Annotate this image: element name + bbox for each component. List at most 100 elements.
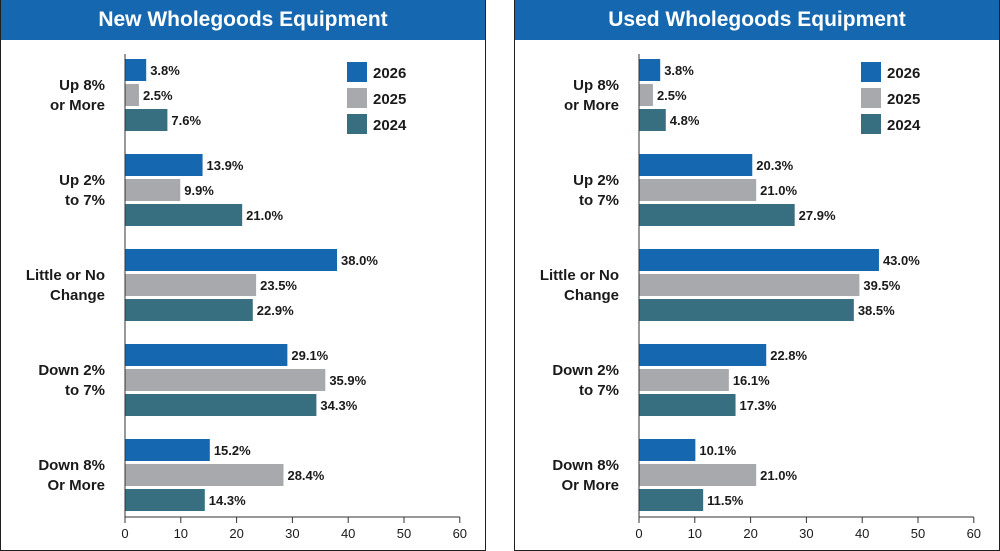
- x-tick-label: 0: [635, 526, 642, 541]
- data-label: 3.8%: [664, 63, 694, 78]
- category-label: Down 8% Or More: [552, 457, 619, 494]
- bar-2025: [639, 179, 757, 201]
- data-label: 22.8%: [770, 348, 807, 363]
- x-tick-label: 10: [174, 526, 188, 541]
- data-label: 11.5%: [707, 493, 744, 508]
- bar-2026: [125, 59, 147, 81]
- legend-label: 2024: [373, 117, 407, 134]
- category-label: Down 2% to 7%: [552, 362, 619, 399]
- bar-2024: [125, 204, 243, 226]
- bar-2024: [639, 299, 854, 321]
- new-equipment-panel: New Wholegoods Equipment 3.8% 2.5% 7.6% Up …: [0, 0, 486, 551]
- legend-label: 2024: [887, 117, 921, 134]
- bar-2024: [639, 394, 736, 416]
- data-label: 39.5%: [863, 278, 900, 293]
- data-label: 21.0%: [760, 183, 797, 198]
- x-tick-label: 60: [453, 526, 467, 541]
- data-label: 2.5%: [143, 88, 173, 103]
- legend-swatch-2025: [861, 88, 881, 108]
- data-label: 34.3%: [320, 398, 357, 413]
- x-tick-label: 50: [397, 526, 411, 541]
- data-label: 35.9%: [329, 373, 366, 388]
- bar-2026: [639, 154, 753, 176]
- bar-2025: [639, 464, 757, 486]
- bar-2025: [125, 369, 326, 391]
- bar-2026: [639, 344, 767, 366]
- data-label: 9.9%: [184, 183, 214, 198]
- bar-2025: [125, 84, 139, 106]
- bar-2026: [125, 154, 203, 176]
- data-label: 13.9%: [207, 158, 244, 173]
- data-label: 10.1%: [699, 443, 736, 458]
- data-label: 20.3%: [756, 158, 793, 173]
- used-equipment-panel: Used Wholegoods Equipment 3.8% 2.5% 4.8% Up…: [514, 0, 1000, 551]
- bar-2026: [125, 344, 288, 366]
- bar-2024: [125, 109, 168, 131]
- category-label: Down 8% Or More: [38, 457, 105, 494]
- x-tick-label: 40: [341, 526, 355, 541]
- bar-2024: [639, 204, 795, 226]
- x-tick-label: 0: [121, 526, 128, 541]
- data-label: 43.0%: [883, 253, 920, 268]
- data-label: 29.1%: [291, 348, 328, 363]
- legend-swatch-2024: [861, 114, 881, 134]
- bar-2026: [639, 249, 879, 271]
- data-label: 23.5%: [260, 278, 297, 293]
- data-label: 27.9%: [799, 208, 836, 223]
- bar-2024: [639, 109, 666, 131]
- x-tick-label: 60: [967, 526, 981, 541]
- bar-2025: [125, 274, 257, 296]
- data-label: 38.0%: [341, 253, 378, 268]
- data-label: 16.1%: [733, 373, 770, 388]
- category-label: Up 8% or More: [564, 77, 619, 114]
- category-label: Up 2% to 7%: [573, 172, 619, 209]
- legend-label: 2026: [887, 65, 920, 82]
- bar-2024: [125, 394, 317, 416]
- used-equipment-chart: 3.8%2.5%4.8%Up 8% or More20.3%21.0%27.9%U…: [540, 54, 981, 541]
- legend-swatch-2026: [861, 62, 881, 82]
- bar-2026: [639, 439, 696, 461]
- bar-2025: [125, 179, 181, 201]
- category-label: Up 8% or More: [50, 77, 105, 114]
- category-label: Down 2% to 7%: [38, 362, 105, 399]
- legend-label: 2025: [887, 91, 920, 108]
- x-tick-label: 30: [799, 526, 813, 541]
- bar-2025: [639, 369, 729, 391]
- legend-swatch-2026: [347, 62, 367, 82]
- chart-title: Used Wholegoods Equipment: [515, 0, 999, 40]
- data-label: 38.5%: [858, 303, 895, 318]
- bar-2025: [639, 84, 653, 106]
- legend-label: 2025: [373, 91, 406, 108]
- x-tick-label: 30: [285, 526, 299, 541]
- bar-2024: [125, 299, 253, 321]
- category-label: Little or No Change: [540, 267, 619, 304]
- bar-2024: [125, 489, 205, 511]
- legend-swatch-2025: [347, 88, 367, 108]
- data-label: 21.0%: [246, 208, 283, 223]
- category-label: Up 2% to 7%: [59, 172, 105, 209]
- chart-title: New Wholegoods Equipment: [1, 0, 485, 40]
- category-label: Little or No Change: [26, 267, 105, 304]
- legend-swatch-2024: [347, 114, 367, 134]
- data-label: 28.4%: [287, 468, 324, 483]
- data-label: 4.8%: [670, 113, 700, 128]
- data-label: 3.8%: [150, 63, 180, 78]
- bar-2026: [125, 439, 210, 461]
- bar-2024: [639, 489, 704, 511]
- bar-2026: [639, 59, 661, 81]
- x-tick-label: 10: [688, 526, 702, 541]
- x-tick-label: 40: [855, 526, 869, 541]
- data-label: 7.6%: [171, 113, 201, 128]
- x-tick-label: 20: [229, 526, 243, 541]
- bar-2026: [125, 249, 338, 271]
- legend-label: 2026: [373, 65, 406, 82]
- data-label: 2.5%: [657, 88, 687, 103]
- data-label: 22.9%: [257, 303, 294, 318]
- data-label: 21.0%: [760, 468, 797, 483]
- data-label: 14.3%: [209, 493, 246, 508]
- x-tick-label: 50: [911, 526, 925, 541]
- bar-2025: [125, 464, 284, 486]
- data-label: 15.2%: [214, 443, 251, 458]
- bar-2025: [639, 274, 860, 296]
- x-tick-label: 20: [743, 526, 757, 541]
